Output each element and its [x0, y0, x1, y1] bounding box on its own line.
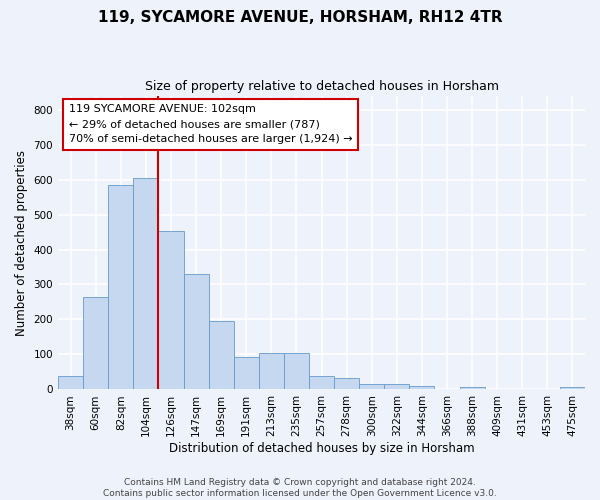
Bar — [133, 178, 158, 390]
Bar — [209, 321, 233, 390]
Bar — [58, 376, 83, 390]
Bar — [409, 386, 434, 390]
Bar — [108, 185, 133, 390]
Title: Size of property relative to detached houses in Horsham: Size of property relative to detached ho… — [145, 80, 499, 93]
Text: 119 SYCAMORE AVENUE: 102sqm
← 29% of detached houses are smaller (787)
70% of se: 119 SYCAMORE AVENUE: 102sqm ← 29% of det… — [68, 104, 352, 144]
Bar — [560, 388, 585, 390]
Bar — [359, 384, 384, 390]
Bar — [284, 352, 309, 390]
Bar — [184, 274, 209, 390]
Bar — [334, 378, 359, 390]
Text: 119, SYCAMORE AVENUE, HORSHAM, RH12 4TR: 119, SYCAMORE AVENUE, HORSHAM, RH12 4TR — [98, 10, 502, 25]
Bar — [233, 358, 259, 390]
Bar — [259, 354, 284, 390]
Bar — [309, 376, 334, 390]
X-axis label: Distribution of detached houses by size in Horsham: Distribution of detached houses by size … — [169, 442, 475, 455]
Bar — [158, 231, 184, 390]
Bar — [83, 296, 108, 390]
Y-axis label: Number of detached properties: Number of detached properties — [15, 150, 28, 336]
Bar — [384, 384, 409, 390]
Bar — [460, 388, 485, 390]
Text: Contains HM Land Registry data © Crown copyright and database right 2024.
Contai: Contains HM Land Registry data © Crown c… — [103, 478, 497, 498]
